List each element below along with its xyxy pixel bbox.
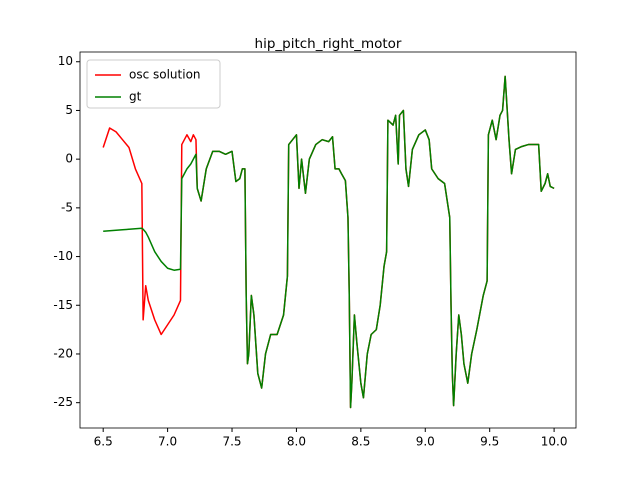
y-tick-label: -5 — [61, 200, 73, 214]
y-tick-label: -20 — [53, 346, 73, 360]
x-tick-label: 8.5 — [351, 435, 370, 449]
y-tick-label: 10 — [58, 54, 73, 68]
y-tick-label: -10 — [53, 249, 73, 263]
x-tick-label: 9.5 — [480, 435, 499, 449]
y-tick-label: 5 — [65, 103, 73, 117]
legend-box — [86, 59, 221, 109]
x-tick-label: 9.0 — [416, 435, 435, 449]
x-tick-label: 10.0 — [541, 435, 568, 449]
x-tick-label: 7.0 — [158, 435, 177, 449]
chart-title: hip_pitch_right_motor — [255, 36, 402, 52]
y-tick-label: -15 — [53, 298, 73, 312]
x-tick-label: 7.5 — [222, 435, 241, 449]
legend-label: osc solution — [129, 68, 201, 82]
x-tick-label: 6.5 — [94, 435, 113, 449]
x-tick-label: 8.0 — [287, 435, 306, 449]
y-tick-label: -25 — [53, 395, 73, 409]
axes-frame — [79, 51, 577, 429]
line-series — [103, 75, 555, 409]
y-tick-label: 0 — [65, 152, 73, 166]
legend-label: gt — [129, 90, 142, 104]
